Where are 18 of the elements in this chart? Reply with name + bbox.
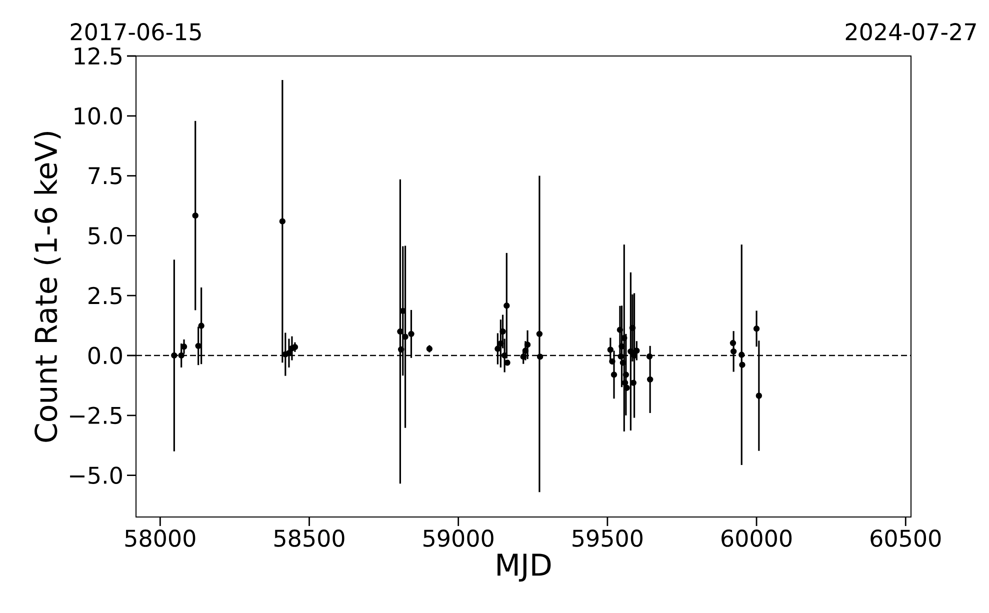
x-tick-label: 60500 [870, 530, 941, 547]
y-tick-label: −5.0 [70, 466, 122, 484]
x-axis-title: MJD [498, 554, 551, 582]
y-tick-label: 12.5 [74, 47, 122, 65]
y-tick-label: −2.5 [70, 406, 122, 424]
y-tick-label: 5.0 [88, 226, 122, 244]
x-tick-label: 58500 [274, 530, 344, 547]
x-tick-label: 58000 [125, 530, 196, 547]
y-tick-label: 0.0 [88, 346, 122, 364]
y-tick-label: 10.0 [74, 107, 122, 125]
x-tick-label: 60000 [722, 530, 792, 547]
y-tick-label: 2.5 [88, 286, 122, 304]
x2-tick-label: 2024-07-27 [846, 23, 976, 40]
x-tick-label: 59500 [572, 530, 642, 547]
y-tick-label: 7.5 [88, 167, 122, 184]
x-tick-label: 59000 [424, 530, 494, 547]
x2-tick-label: 2017-06-15 [70, 23, 201, 40]
y-axis-title: Count Rate (1-6 keV) [34, 132, 61, 442]
